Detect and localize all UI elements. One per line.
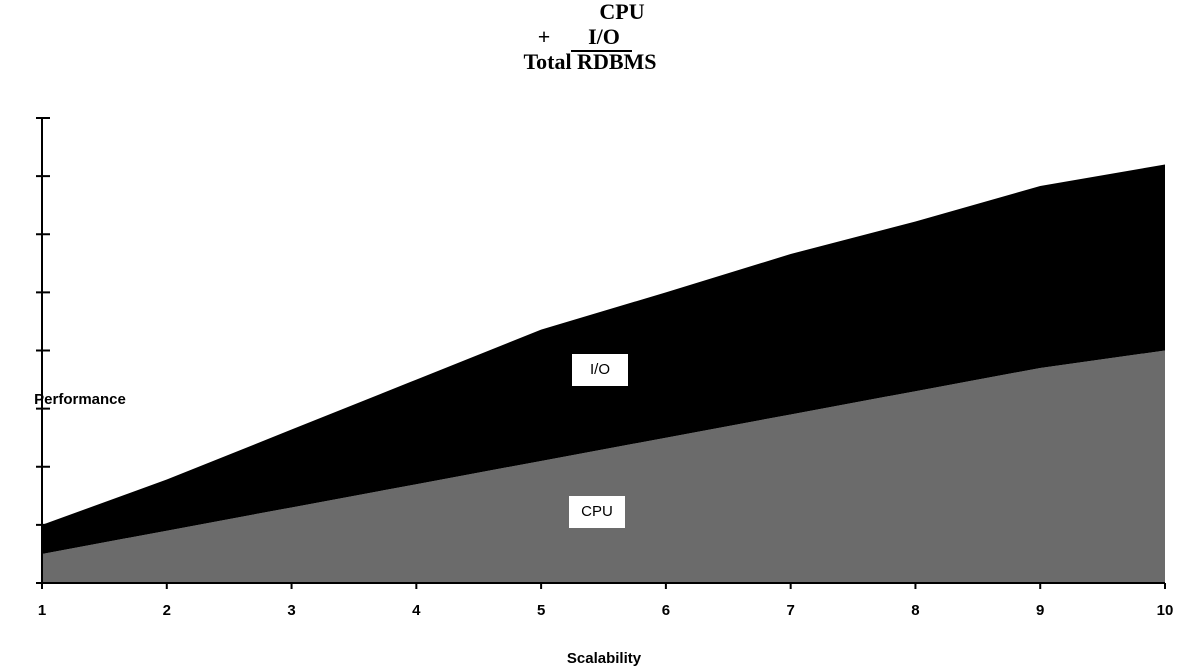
series-label-box bbox=[572, 354, 628, 386]
area bbox=[42, 350, 1165, 583]
title-operator: + bbox=[538, 24, 551, 49]
y-axis-label: Performance bbox=[34, 391, 126, 408]
series-label: I/O bbox=[590, 361, 610, 378]
title-line: I/O bbox=[588, 24, 620, 49]
x-tick-label: 1 bbox=[38, 602, 46, 619]
series-label-box bbox=[569, 496, 625, 528]
x-tick-label: 9 bbox=[1036, 602, 1044, 619]
series-label: CPU bbox=[581, 503, 613, 520]
x-tick-label: 5 bbox=[537, 602, 545, 619]
x-tick-label: 8 bbox=[911, 602, 919, 619]
title-line: Total RDBMS bbox=[523, 49, 656, 74]
title-line: CPU bbox=[599, 0, 644, 24]
x-tick-label: 2 bbox=[163, 602, 171, 619]
x-tick-label: 7 bbox=[786, 602, 794, 619]
x-axis-label: Scalability bbox=[567, 650, 642, 667]
x-tick-label: 4 bbox=[412, 602, 421, 619]
x-tick-label: 6 bbox=[662, 602, 670, 619]
x-tick-label: 3 bbox=[287, 602, 295, 619]
x-tick-label: 10 bbox=[1157, 602, 1174, 619]
